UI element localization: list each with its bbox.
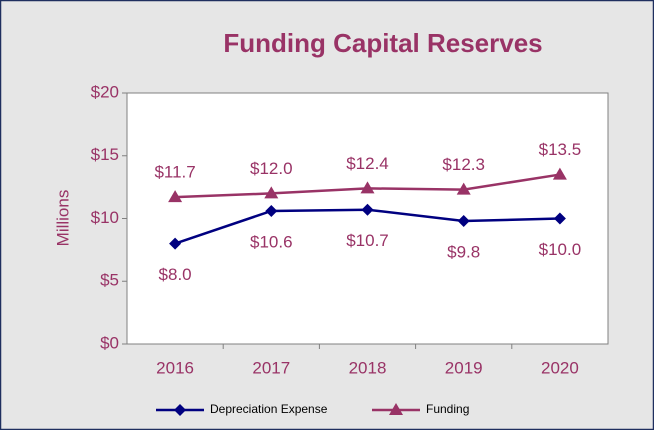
- data-label: $13.5: [539, 140, 582, 159]
- y-tick-label: $5: [100, 271, 119, 290]
- data-label: $10.7: [346, 231, 389, 250]
- chart-title: Funding Capital Reserves: [223, 28, 542, 58]
- data-point: [456, 182, 471, 195]
- data-point: [265, 204, 278, 217]
- data-point: [361, 203, 374, 216]
- y-tick-label: $20: [91, 82, 119, 101]
- data-label: $8.0: [159, 265, 192, 284]
- x-tick-label: 2019: [445, 358, 483, 377]
- legend-marker: [174, 404, 186, 416]
- data-point: [553, 212, 566, 225]
- legend-label: Depreciation Expense: [210, 402, 328, 416]
- x-tick-label: 2016: [156, 358, 194, 377]
- data-label: $12.0: [250, 159, 293, 178]
- legend-marker: [389, 403, 403, 415]
- y-tick-label: $15: [91, 145, 119, 164]
- data-label: $10.6: [250, 232, 293, 251]
- data-label: $10.0: [539, 240, 582, 259]
- y-axis-label: Millions: [53, 190, 72, 247]
- data-label: $11.7: [154, 163, 195, 182]
- data-point: [169, 237, 182, 250]
- data-label: $9.8: [447, 242, 480, 261]
- x-tick-label: 2018: [349, 358, 387, 377]
- y-tick-label: $0: [100, 333, 119, 352]
- y-tick-label: $10: [91, 208, 119, 227]
- x-tick-label: 2020: [541, 358, 579, 377]
- x-tick-label: 2017: [252, 358, 290, 377]
- data-point: [457, 215, 470, 228]
- data-point: [168, 190, 183, 203]
- data-point: [360, 181, 375, 194]
- data-label: $12.4: [346, 154, 389, 173]
- legend-label: Funding: [426, 402, 469, 416]
- data-point: [264, 186, 279, 199]
- data-label: $12.3: [442, 155, 485, 174]
- data-point: [552, 167, 567, 180]
